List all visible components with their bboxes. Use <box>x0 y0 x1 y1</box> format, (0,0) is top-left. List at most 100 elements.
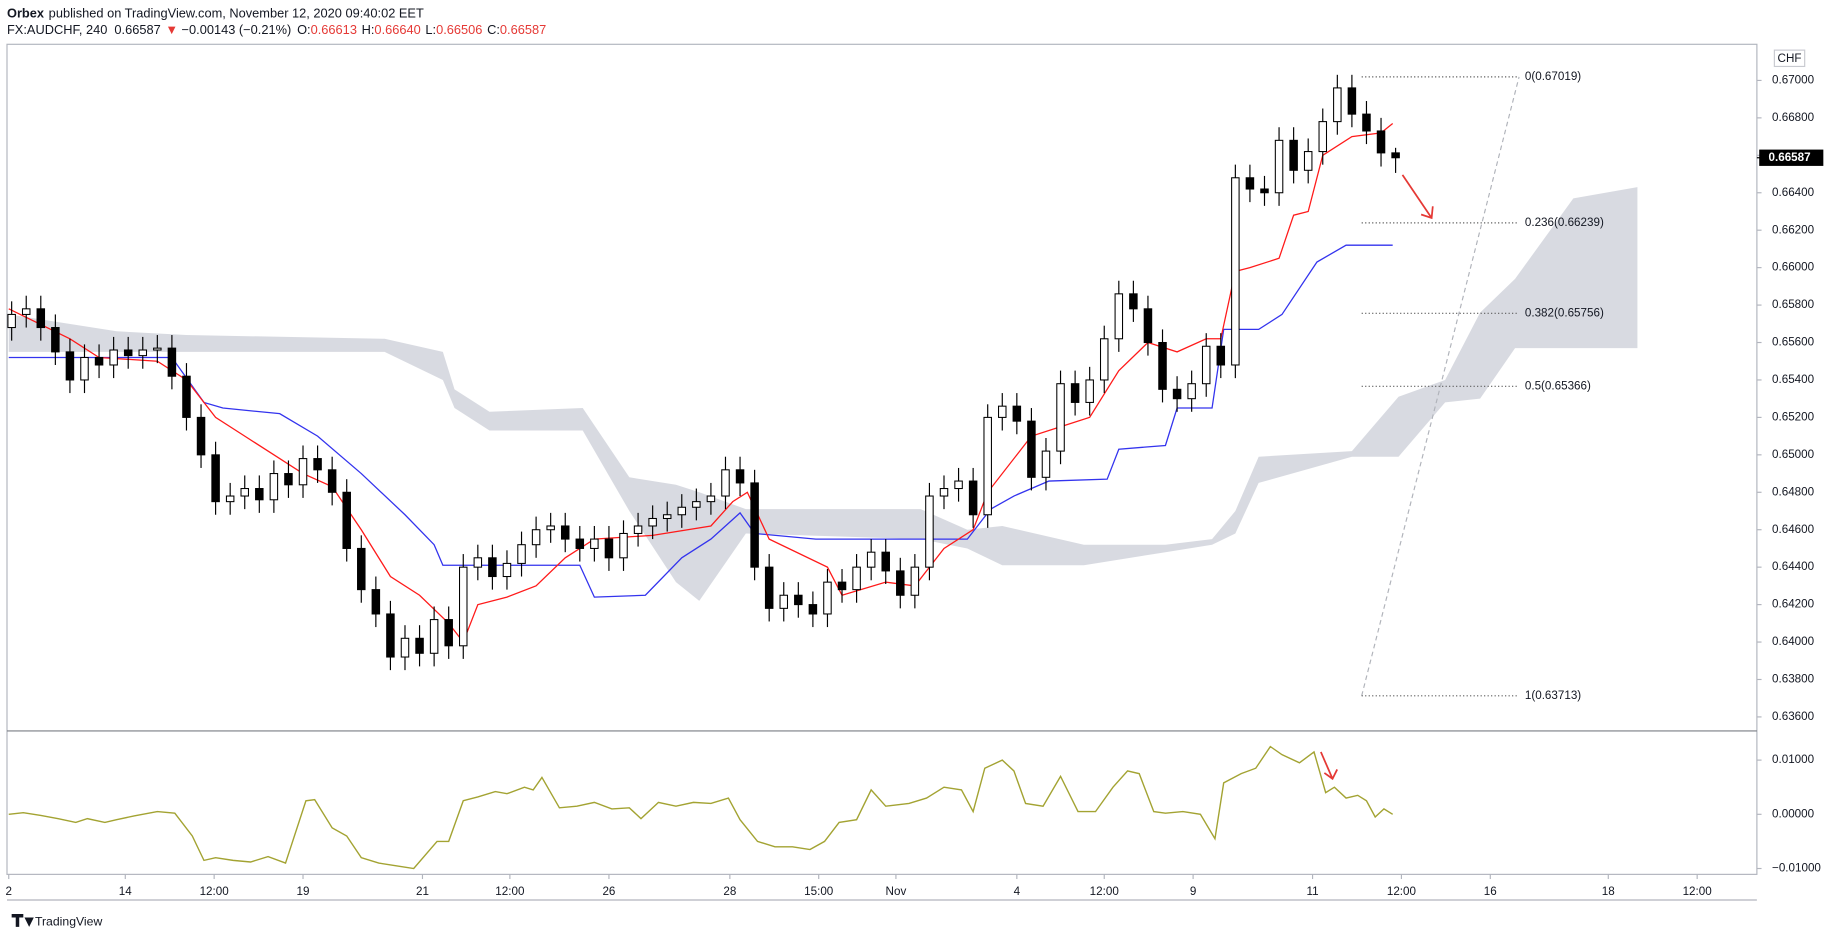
x-tick-label: 19 <box>297 885 310 898</box>
change-arrow: ▼ <box>165 22 178 37</box>
y-tick-label: 0.65800 <box>1772 298 1815 311</box>
candle-body <box>1099 338 1109 381</box>
candle-body <box>36 308 46 329</box>
y-tick-label: 0.67000 <box>1772 74 1815 87</box>
candle-body <box>954 480 963 490</box>
ichimoku-cloud <box>8 187 1638 601</box>
x-tick-label: 18 <box>1602 885 1615 898</box>
x-tick-label: 15:00 <box>804 885 834 898</box>
candle-body <box>794 594 803 606</box>
candle-body <box>1333 87 1342 123</box>
candle-body <box>371 589 381 615</box>
candle-body <box>138 349 148 357</box>
candle-body <box>429 619 439 654</box>
candle-body <box>1245 177 1255 190</box>
candle-body <box>1362 113 1371 132</box>
candle-body <box>721 469 730 497</box>
x-tick-label: 28 <box>723 885 736 898</box>
candle-body <box>1056 383 1065 452</box>
x-tick-label: Nov <box>886 885 907 898</box>
candle-body <box>662 514 672 520</box>
candle-body <box>1129 293 1138 310</box>
fib-label: 0.236(0.66239) <box>1525 216 1604 229</box>
candle-body <box>1027 420 1036 478</box>
candle-body <box>1260 188 1269 194</box>
candle-body <box>1041 450 1051 478</box>
candle-body <box>910 566 920 596</box>
low: 0.66506 <box>436 22 482 37</box>
x-tick-label: 12:00 <box>1387 885 1417 898</box>
arrow <box>1401 174 1433 219</box>
fib-label: 0.5(0.65366) <box>1525 379 1591 392</box>
candle-body <box>1201 345 1211 385</box>
candle-body <box>240 488 249 497</box>
candle-body <box>444 619 453 647</box>
oscillator-line <box>8 745 1394 870</box>
y-tick-label: 0.65600 <box>1772 336 1815 349</box>
candle-body <box>764 566 774 609</box>
candle-body <box>881 551 890 572</box>
candle-body <box>153 347 162 351</box>
candle-body <box>167 347 177 377</box>
close-label: C: <box>487 22 500 37</box>
x-tick-label: 9 <box>1190 885 1196 898</box>
x-tick-label: 12:00 <box>1090 885 1120 898</box>
fib-label: 1(0.63713) <box>1525 689 1581 702</box>
candle-body <box>648 517 657 527</box>
candle-body <box>1391 152 1400 159</box>
candle-body <box>837 581 847 591</box>
y-tick-label: 0.65200 <box>1772 410 1815 423</box>
last-price-label: 0.66587 <box>1769 151 1811 164</box>
candle-body <box>925 495 934 568</box>
candle-body <box>998 405 1007 418</box>
y-tick-label: 0.63800 <box>1772 673 1815 686</box>
x-tick-label: 16 <box>1484 885 1497 898</box>
arrow <box>1320 751 1334 780</box>
close: 0.66587 <box>500 22 546 37</box>
low-label: L: <box>425 22 436 37</box>
candle-body <box>968 480 978 516</box>
high: 0.66640 <box>374 22 420 37</box>
candle-body <box>852 566 861 591</box>
plot-border <box>6 43 1758 875</box>
candle-body <box>386 613 395 658</box>
candle-body <box>823 581 832 615</box>
symbol: FX:AUDCHF, 240 <box>7 22 107 37</box>
candle-body <box>866 551 876 568</box>
y-tick-label: −0.01000 <box>1772 862 1821 875</box>
candle-body <box>196 416 206 456</box>
candle-body <box>327 469 337 493</box>
candle-body <box>896 570 905 596</box>
last-price: 0.66587 <box>114 22 160 37</box>
candle-body <box>633 525 643 534</box>
candle-body <box>779 594 789 609</box>
y-tick-label: 0.65000 <box>1772 448 1815 461</box>
y-tick-label: 0.63600 <box>1772 710 1815 723</box>
candle-body <box>255 488 264 501</box>
candle-body <box>94 356 104 366</box>
candle-body <box>473 557 483 568</box>
candle-body <box>1376 130 1386 154</box>
y-tick-label: 0.66400 <box>1772 186 1815 199</box>
open-label: O: <box>297 22 311 37</box>
candle-body <box>1012 405 1022 422</box>
candle-body <box>1172 388 1182 400</box>
y-tick-label: 0.65400 <box>1772 373 1815 386</box>
candle-body <box>7 313 16 329</box>
candle-body <box>1303 151 1313 171</box>
y-tick-label: 0.64000 <box>1772 635 1815 648</box>
candle-body <box>735 469 745 484</box>
candle-body <box>1187 383 1196 400</box>
author: Orbex <box>7 5 45 20</box>
published: published on TradingView.com, November 1… <box>49 5 424 20</box>
x-tick-label: 12:00 <box>200 885 230 898</box>
candle-body <box>502 562 512 578</box>
candle-body <box>1347 87 1357 115</box>
candle-body <box>298 458 308 486</box>
high-label: H: <box>362 22 375 37</box>
y-tick-label: 0.64400 <box>1772 560 1815 573</box>
candle-body <box>80 356 89 381</box>
candle-body <box>604 538 614 559</box>
candle-body <box>21 308 31 315</box>
